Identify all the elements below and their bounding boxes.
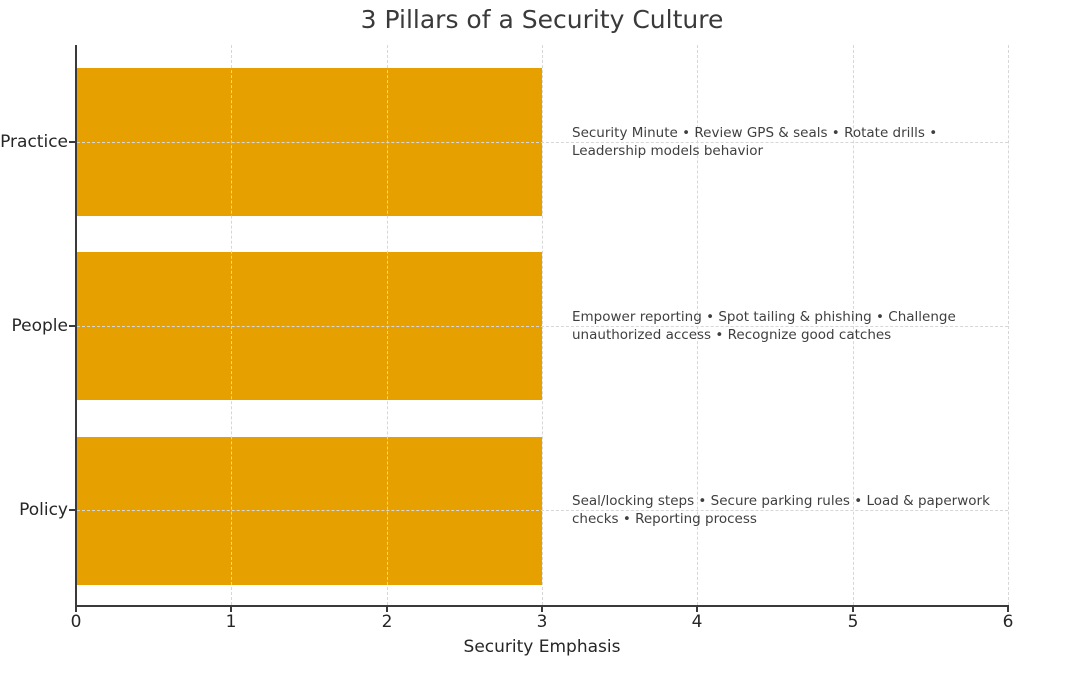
x-axis-label: Security Emphasis [463,637,621,657]
annotation-policy-line-2: checks • Reporting process [572,511,757,527]
x-tick-label-0: 0 [70,612,82,632]
bar-policy [77,437,542,585]
gridline-x1 [231,45,232,605]
gridline-x2 [387,45,388,605]
annotation-people: Empower reporting • Spot tailing & phish… [572,308,1052,344]
x-tick-label-2: 2 [381,612,393,632]
x-tick-label-4: 4 [691,612,703,632]
gridline-y-policy [77,510,1008,511]
gridline-x3 [542,45,543,605]
x-tick-label-1: 1 [225,612,237,632]
y-tick-mark-policy [69,509,75,511]
annotation-policy: Seal/locking steps • Secure parking rule… [572,492,1052,528]
annotation-people-line-1: Empower reporting • Spot tailing & phish… [572,309,956,325]
x-tick-mark-0 [75,607,77,612]
x-tick-label-6: 6 [1002,612,1014,632]
gridline-y-people [77,326,1008,327]
gridline-x4 [697,45,698,605]
annotation-people-line-2: unauthorized access • Recognize good cat… [572,327,892,343]
x-tick-mark-1 [230,607,232,612]
x-tick-mark-3 [541,607,543,612]
x-tick-label-5: 5 [847,612,859,632]
x-tick-mark-2 [386,607,388,612]
y-tick-mark-people [69,325,75,327]
y-tick-label-practice: Practice [0,132,68,152]
gridline-x6 [1008,45,1009,605]
gridline-y-practice [77,142,1008,143]
y-tick-label-people: People [11,316,68,336]
x-tick-mark-6 [1007,607,1009,612]
x-tick-mark-5 [852,607,854,612]
x-tick-mark-4 [696,607,698,612]
annotation-practice-line-2: Leadership models behavior [572,143,764,159]
y-axis-spine [75,45,77,607]
x-axis-spine [75,605,1009,607]
annotation-practice: Security Minute • Review GPS & seals • R… [572,124,1052,160]
annotation-policy-line-1: Seal/locking steps • Secure parking rule… [572,493,990,509]
gridline-x5 [853,45,854,605]
chart-title: 3 Pillars of a Security Culture [360,5,724,34]
y-tick-label-policy: Policy [19,500,68,520]
x-tick-label-3: 3 [536,612,548,632]
annotation-practice-line-1: Security Minute • Review GPS & seals • R… [572,125,938,141]
y-tick-mark-practice [69,141,75,143]
